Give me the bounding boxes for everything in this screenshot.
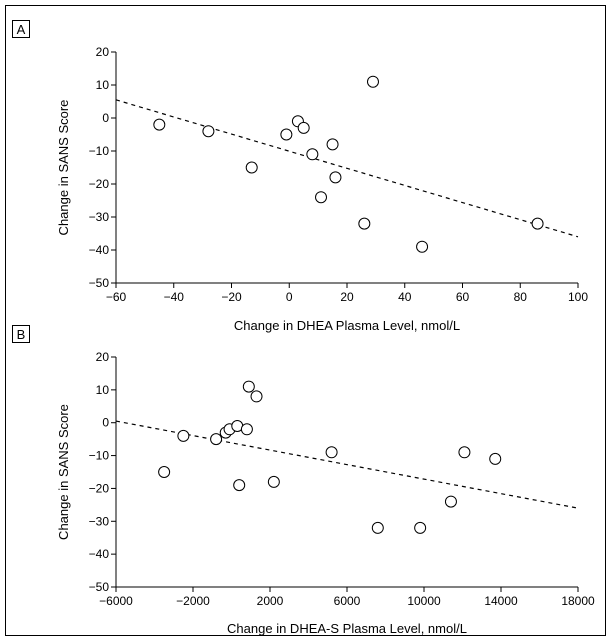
data-point <box>326 138 339 151</box>
x-tick-label: 80 <box>514 290 528 304</box>
panel-letter-box <box>12 20 30 38</box>
y-tick-label: −50 <box>89 276 110 290</box>
panel-letter-box <box>12 325 30 343</box>
data-point <box>371 521 384 534</box>
data-point <box>242 380 255 393</box>
panel-letter: B <box>17 327 26 342</box>
x-tick-label: 40 <box>398 290 412 304</box>
data-point <box>210 433 223 446</box>
data-point <box>177 429 190 442</box>
data-point <box>414 521 427 534</box>
x-tick-label: −2000 <box>176 594 210 608</box>
x-tick-label: 60 <box>456 290 470 304</box>
y-tick-label: −40 <box>89 243 110 257</box>
data-point <box>153 118 166 131</box>
data-point <box>531 217 544 230</box>
data-point <box>202 125 215 138</box>
x-tick-label: 0 <box>286 290 293 304</box>
trendline <box>115 99 579 238</box>
data-point <box>240 423 253 436</box>
x-tick-label: 2000 <box>257 594 284 608</box>
x-tick-label: −40 <box>164 290 185 304</box>
y-axis-label: Change in SANS Score <box>56 404 71 540</box>
figure-border <box>5 5 606 636</box>
y-tick-label: 10 <box>96 78 110 92</box>
y-axis-label: Change in SANS Score <box>56 100 71 236</box>
y-tick-label: −20 <box>89 177 110 191</box>
y-tick-label: −20 <box>89 481 110 495</box>
x-tick-label: 20 <box>340 290 354 304</box>
y-tick-label: −10 <box>89 449 110 463</box>
panel-letter: A <box>17 22 26 37</box>
data-point <box>267 475 280 488</box>
y-tick-label: −40 <box>89 547 110 561</box>
x-tick-label: 100 <box>568 290 588 304</box>
panel-a: A −50 −40 −30 −20 −10 0 10 20 −60 −40 −20 0 20 40 60 80 1… <box>12 20 588 333</box>
data-point <box>358 217 371 230</box>
x-tick-label: −20 <box>221 290 242 304</box>
y-tick-label: −50 <box>89 580 110 594</box>
data-point <box>315 191 328 204</box>
data-point <box>245 161 258 174</box>
data-point <box>444 495 457 508</box>
x-tick-label: −60 <box>106 290 127 304</box>
data-point <box>250 390 263 403</box>
trendline <box>115 420 579 509</box>
data-point <box>489 452 502 465</box>
x-tick-label: 18000 <box>561 594 595 608</box>
x-tick-label: 14000 <box>484 594 518 608</box>
y-tick-label: −30 <box>89 210 110 224</box>
y-tick-label: 0 <box>102 111 109 125</box>
y-tick-label: 0 <box>102 416 109 430</box>
data-point <box>416 240 429 253</box>
data-point <box>280 128 293 141</box>
x-tick-label: 10000 <box>407 594 441 608</box>
x-axis-label: Change in DHEA-S Plasma Level, nmol/L <box>227 621 467 636</box>
data-point <box>329 171 342 184</box>
data-point <box>366 75 379 88</box>
data-point <box>306 148 319 161</box>
y-tick-label: 20 <box>96 350 110 364</box>
x-tick-label: 6000 <box>334 594 361 608</box>
data-point <box>297 121 310 134</box>
panel-b: B −50 −40 −30 −20 −10 0 10 20 −6000 −2000 2000 6000 1… <box>12 325 595 636</box>
data-point <box>233 479 246 492</box>
y-tick-label: 20 <box>96 45 110 59</box>
x-tick-label: −6000 <box>99 594 133 608</box>
y-tick-label: −10 <box>89 144 110 158</box>
data-point <box>325 446 338 459</box>
y-tick-label: −30 <box>89 514 110 528</box>
data-point <box>458 446 471 459</box>
y-tick-label: 10 <box>96 383 110 397</box>
data-point <box>158 466 171 478</box>
x-axis-label: Change in DHEA Plasma Level, nmol/L <box>234 318 460 333</box>
